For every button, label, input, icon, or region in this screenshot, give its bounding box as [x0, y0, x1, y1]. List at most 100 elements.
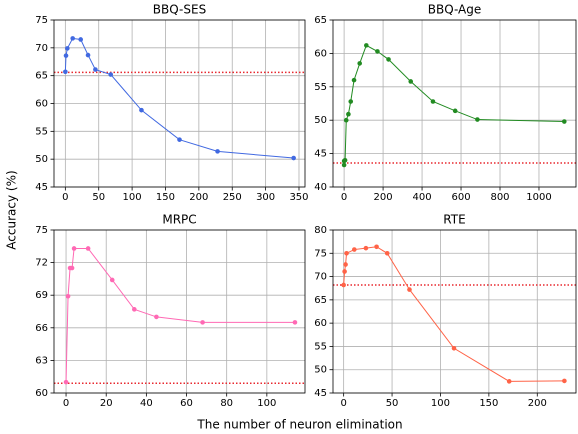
x-tick-label: 150 [479, 398, 498, 409]
x-tick-label: 350 [289, 192, 308, 203]
data-point [215, 149, 220, 154]
data-point [451, 345, 457, 351]
data-point [139, 107, 144, 113]
data-point [109, 277, 115, 283]
y-tick-label: 65 [35, 71, 48, 82]
y-tick-label: 75 [314, 248, 327, 259]
subplot-title: BBQ-SES [153, 3, 206, 17]
data-point [364, 43, 369, 48]
y-tick-label: 50 [35, 154, 48, 165]
subplot: RTE 0 50 100 150 200 45 50 55 60 65 70 75 80 [314, 213, 577, 409]
x-tick-label: 100 [123, 192, 142, 203]
y-tick-label: 50 [314, 365, 327, 376]
subplot-title: MRPC [162, 213, 196, 227]
y-tick-label: 40 [314, 182, 327, 193]
data-point [341, 282, 346, 288]
data-point [342, 157, 348, 163]
x-tick-label: 0 [63, 398, 69, 409]
x-tick-label: 300 [256, 192, 275, 203]
data-point [562, 378, 567, 384]
data-point [85, 52, 91, 58]
data-point [452, 108, 458, 114]
y-tick-label: 66 [35, 323, 48, 334]
data-point [177, 137, 182, 142]
data-point [506, 379, 512, 384]
x-tick-label: 50 [92, 192, 105, 203]
data-point [85, 246, 91, 251]
subplot-title: RTE [443, 213, 465, 227]
y-tick-label: 50 [314, 115, 327, 126]
y-tick-label: 65 [314, 295, 327, 306]
x-tick-label: 20 [100, 398, 113, 409]
y-tick-label: 55 [314, 341, 327, 352]
data-point [386, 57, 391, 62]
x-tick-label: 0 [341, 192, 347, 203]
data-point [430, 99, 436, 104]
y-tick-label: 63 [35, 355, 48, 366]
y-tick-label: 80 [314, 225, 327, 236]
data-point [375, 49, 380, 54]
x-tick-label: 0 [62, 192, 68, 203]
data-point [348, 99, 354, 104]
subplot: BBQ-SES 0 50 100 150 200 250 300 350 45 50 55 60 65 70… [35, 3, 308, 204]
data-point [408, 79, 414, 84]
data-point [108, 72, 114, 77]
x-tick-label: 800 [490, 192, 509, 203]
y-tick-label: 60 [314, 318, 327, 329]
x-tick-label: 40 [140, 398, 153, 409]
data-point [93, 67, 98, 72]
data-point [132, 307, 137, 312]
data-point [343, 117, 349, 123]
data-point [363, 245, 369, 251]
y-tick-label: 75 [35, 225, 48, 236]
x-tick-label: 400 [413, 192, 432, 203]
x-tick-label: 0 [340, 398, 346, 409]
x-tick-label: 600 [451, 192, 470, 203]
data-point [63, 379, 69, 385]
x-tick-label: 1000 [526, 192, 551, 203]
y-tick-label: 45 [314, 388, 327, 399]
x-tick-label: 150 [156, 192, 175, 203]
subplot: BBQ-Age 0 200 400 600 800 1000 40 45 50 55 60 65 [314, 3, 577, 203]
x-tick-label: 250 [223, 192, 242, 203]
x-tick-label: 100 [431, 398, 450, 409]
x-tick-label: 200 [528, 398, 547, 409]
data-point [351, 77, 357, 83]
data-point [341, 162, 347, 168]
x-axis-label: The number of neuron elimination [196, 418, 402, 432]
y-tick-label: 65 [314, 15, 327, 26]
data-point [200, 320, 205, 325]
y-tick-label: 60 [314, 48, 327, 59]
data-point [407, 287, 412, 292]
data-point [71, 246, 77, 251]
axes-frame [332, 19, 577, 188]
data-point [63, 69, 68, 75]
x-tick-label: 200 [374, 192, 393, 203]
data-point [69, 265, 75, 271]
data-point [70, 36, 75, 41]
x-tick-label: 60 [180, 398, 193, 409]
y-tick-label: 69 [35, 290, 48, 301]
x-tick-label: 100 [257, 398, 276, 409]
y-tick-label: 60 [35, 388, 48, 399]
subplot: MRPC 0 20 40 60 80 100 60 63 66 69 72 75 [35, 213, 306, 409]
data-point [78, 37, 84, 42]
x-tick-label: 80 [220, 398, 233, 409]
axes-frame [332, 229, 577, 394]
data-point [292, 320, 298, 325]
axes-frame [53, 19, 306, 188]
data-point [291, 155, 296, 161]
data-point [351, 247, 357, 252]
data-point [343, 262, 348, 267]
data-point [342, 269, 347, 274]
y-tick-label: 45 [314, 149, 327, 160]
data-point [374, 244, 379, 250]
data-point [562, 119, 567, 124]
subplot-title: BBQ-Age [428, 3, 482, 17]
data-point [344, 250, 349, 256]
y-tick-label: 75 [35, 15, 48, 26]
data-point [384, 250, 390, 256]
y-tick-label: 60 [35, 99, 48, 110]
data-point [346, 111, 351, 117]
